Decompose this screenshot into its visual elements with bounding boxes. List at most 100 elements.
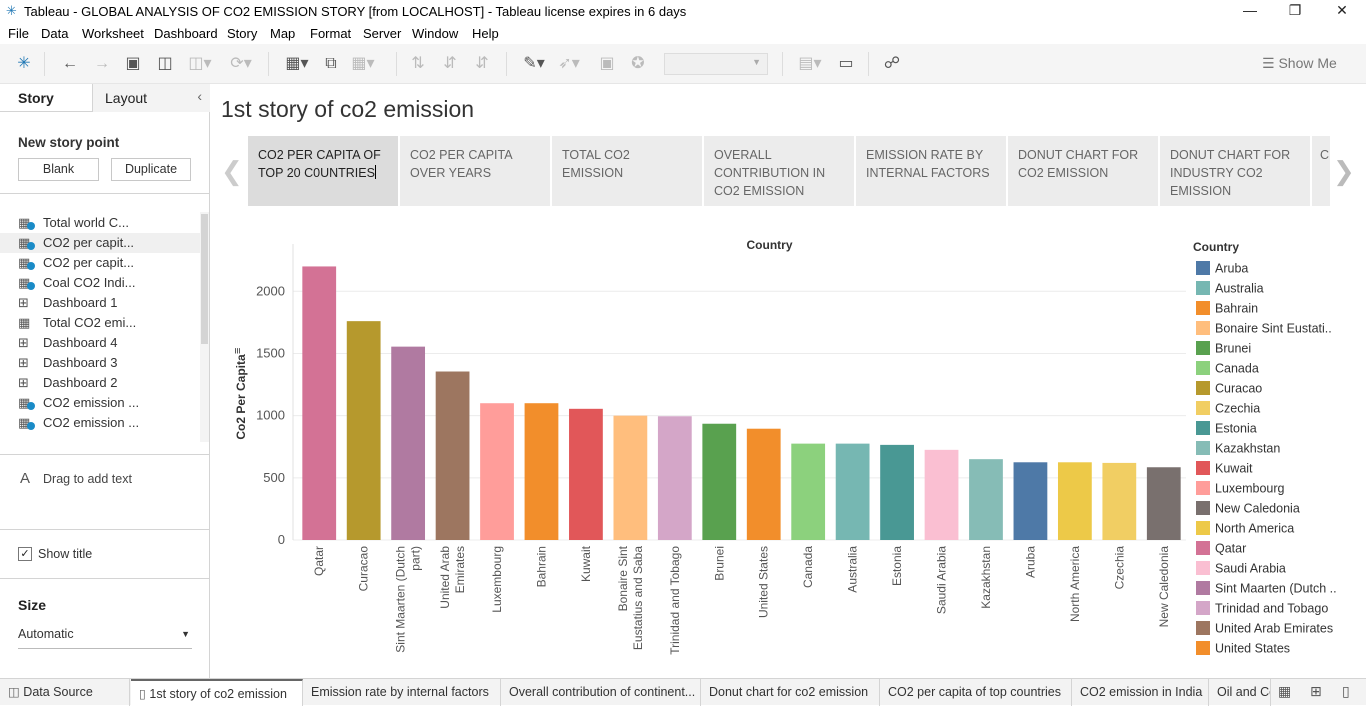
legend-item[interactable]: Curacao bbox=[1215, 382, 1262, 396]
legend-item[interactable]: Luxembourg bbox=[1215, 482, 1285, 496]
legend-swatch[interactable] bbox=[1196, 641, 1210, 655]
sheet-tab[interactable]: CO2 emission in India bbox=[1072, 679, 1209, 706]
sheet-item[interactable]: ▦ CO2 per capit... bbox=[0, 233, 200, 253]
sort-descending-icon[interactable]: ⇵ bbox=[475, 55, 489, 72]
story-title[interactable]: 1st story of co2 emission bbox=[221, 96, 475, 122]
menu-worksheet[interactable]: Worksheet bbox=[82, 26, 144, 41]
show-cards-icon[interactable]: ▤▾ bbox=[798, 55, 822, 72]
drag-to-add-text[interactable]: Drag to add text bbox=[43, 472, 132, 486]
sheet-item[interactable]: ▦ CO2 emission ... bbox=[18, 415, 140, 430]
minimize-button[interactable]: — bbox=[1243, 2, 1257, 18]
legend-swatch[interactable] bbox=[1196, 601, 1210, 615]
legend-swatch[interactable] bbox=[1196, 361, 1210, 375]
sheet-item[interactable]: ⊞ Dashboard 4 bbox=[18, 335, 118, 350]
clear-sheet-icon[interactable]: ▦▾ bbox=[351, 55, 375, 72]
new-dashboard-tab-icon[interactable]: ⊞ bbox=[1310, 683, 1322, 699]
legend-item[interactable]: United States bbox=[1215, 642, 1290, 656]
pause-updates-icon[interactable]: ◫▾ bbox=[188, 55, 212, 72]
sheet-tab[interactable]: Overall contribution of continent... bbox=[501, 679, 701, 706]
show-labels-icon[interactable]: ▣ bbox=[599, 55, 615, 72]
legend-item[interactable]: Aruba bbox=[1215, 262, 1248, 276]
share-icon[interactable]: ☍ bbox=[883, 55, 901, 72]
undo-icon[interactable]: ← bbox=[62, 55, 78, 72]
legend-swatch[interactable] bbox=[1196, 281, 1210, 295]
legend-swatch[interactable] bbox=[1196, 621, 1210, 635]
story-point-8[interactable]: C bbox=[1312, 136, 1330, 206]
menu-dashboard[interactable]: Dashboard bbox=[154, 26, 218, 41]
legend-swatch[interactable] bbox=[1196, 261, 1210, 275]
tab-layout[interactable]: Layout bbox=[105, 90, 148, 106]
sheet-item[interactable]: ⊞ Dashboard 3 bbox=[18, 355, 118, 370]
collapse-sidebar-icon[interactable]: ‹ bbox=[197, 88, 202, 104]
refresh-icon[interactable]: ⟳▾ bbox=[230, 55, 252, 72]
menu-story[interactable]: Story bbox=[227, 26, 258, 41]
legend-swatch[interactable] bbox=[1196, 481, 1210, 495]
legend-swatch[interactable] bbox=[1196, 401, 1210, 415]
story-point-2[interactable]: CO2 PER CAPITA OVER YEARS bbox=[400, 136, 550, 206]
tableau-home-icon[interactable]: ✳ bbox=[17, 55, 31, 72]
legend-item[interactable]: Bahrain bbox=[1215, 302, 1258, 316]
size-dropdown[interactable]: Automatic ▼ bbox=[18, 627, 192, 649]
menu-server[interactable]: Server bbox=[363, 26, 402, 41]
sheet-item[interactable]: ⊞ Dashboard 2 bbox=[18, 375, 118, 390]
legend-swatch[interactable] bbox=[1196, 541, 1210, 555]
blank-button[interactable]: Blank bbox=[18, 158, 99, 181]
story-point-6[interactable]: DONUT CHART FOR CO2 EMISSION bbox=[1008, 136, 1158, 206]
legend-swatch[interactable] bbox=[1196, 341, 1210, 355]
legend-swatch[interactable] bbox=[1196, 461, 1210, 475]
legend-swatch[interactable] bbox=[1196, 581, 1210, 595]
new-worksheet-icon[interactable]: ▦▾ bbox=[285, 55, 309, 72]
sheet-tab[interactable]: Donut chart for co2 emission bbox=[701, 679, 880, 706]
swap-icon[interactable]: ⇅ bbox=[411, 55, 425, 72]
legend-swatch[interactable] bbox=[1196, 381, 1210, 395]
sheet-tab[interactable]: Oil and Co bbox=[1209, 679, 1271, 706]
sort-ascending-icon[interactable]: ⇵ bbox=[443, 55, 457, 72]
story-point-1[interactable]: CO2 PER CAPITA OF TOP 20 C0UNTRIES bbox=[248, 136, 398, 206]
close-button[interactable]: ✕ bbox=[1336, 2, 1348, 18]
sheet-item[interactable]: ▦ CO2 per capit... bbox=[18, 255, 135, 270]
tab-story-active[interactable]: ▯ 1st story of co2 emission bbox=[131, 679, 303, 706]
highlight-icon[interactable]: ✎▾ bbox=[523, 55, 545, 72]
legend-item[interactable]: Estonia bbox=[1215, 422, 1257, 436]
menu-data[interactable]: Data bbox=[41, 26, 69, 41]
sheet-tab[interactable]: CO2 per capita of top countries bbox=[880, 679, 1072, 706]
presentation-mode-icon[interactable]: ▭ bbox=[838, 55, 854, 72]
legend-swatch[interactable] bbox=[1196, 421, 1210, 435]
new-story-tab-icon[interactable]: ▯ bbox=[1342, 683, 1350, 699]
sheet-item[interactable]: ▦ CO2 emission ... bbox=[18, 395, 140, 410]
menu-map[interactable]: Map bbox=[270, 26, 296, 41]
sheet-tab[interactable]: Emission rate by internal factors bbox=[303, 679, 501, 706]
tab-story[interactable]: Story bbox=[18, 90, 54, 106]
legend-item[interactable]: New Caledonia bbox=[1215, 502, 1300, 516]
legend-item[interactable]: Czechia bbox=[1215, 402, 1260, 416]
legend-item[interactable]: Saudi Arabia bbox=[1215, 562, 1286, 576]
menu-format[interactable]: Format bbox=[310, 26, 352, 41]
new-datasource-icon[interactable]: ◫ bbox=[157, 55, 173, 72]
legend-swatch[interactable] bbox=[1196, 301, 1210, 315]
show-me-button[interactable]: ☰ Show Me bbox=[1262, 55, 1337, 71]
legend-item[interactable]: Bonaire Sint Eustati.. bbox=[1215, 322, 1332, 336]
story-point-5[interactable]: EMISSION RATE BY INTERNAL FACTORS bbox=[856, 136, 1006, 206]
legend-item[interactable]: Qatar bbox=[1215, 542, 1246, 556]
legend-swatch[interactable] bbox=[1196, 321, 1210, 335]
legend-swatch[interactable] bbox=[1196, 441, 1210, 455]
legend-swatch[interactable] bbox=[1196, 501, 1210, 515]
legend-item[interactable]: Canada bbox=[1215, 362, 1259, 376]
sheet-item[interactable]: ▦ Total CO2 emi... bbox=[18, 315, 137, 330]
restore-button[interactable]: ❐ bbox=[1288, 2, 1302, 18]
duplicate-button[interactable]: Duplicate bbox=[111, 158, 191, 181]
legend-item[interactable]: Australia bbox=[1215, 282, 1264, 296]
legend-item[interactable]: Kazakhstan bbox=[1215, 442, 1280, 456]
story-point-7[interactable]: DONUT CHART FOR INDUSTRY CO2 EMISSION bbox=[1160, 136, 1310, 206]
legend-swatch[interactable] bbox=[1196, 561, 1210, 575]
menu-help[interactable]: Help bbox=[472, 26, 499, 41]
sheet-item[interactable]: ⊞ Dashboard 1 bbox=[18, 295, 118, 310]
save-icon[interactable]: ▣ bbox=[125, 55, 141, 72]
show-title-checkbox[interactable]: ✓ bbox=[18, 547, 32, 561]
menu-window[interactable]: Window bbox=[412, 26, 459, 41]
fit-dropdown[interactable]: ▼ bbox=[664, 53, 768, 75]
tab-layout-container[interactable]: Layout ‹ bbox=[92, 84, 210, 112]
redo-icon[interactable]: → bbox=[94, 55, 110, 72]
legend-item[interactable]: North America bbox=[1215, 522, 1294, 536]
story-point-3[interactable]: TOTAL CO2 EMISSION bbox=[552, 136, 702, 206]
